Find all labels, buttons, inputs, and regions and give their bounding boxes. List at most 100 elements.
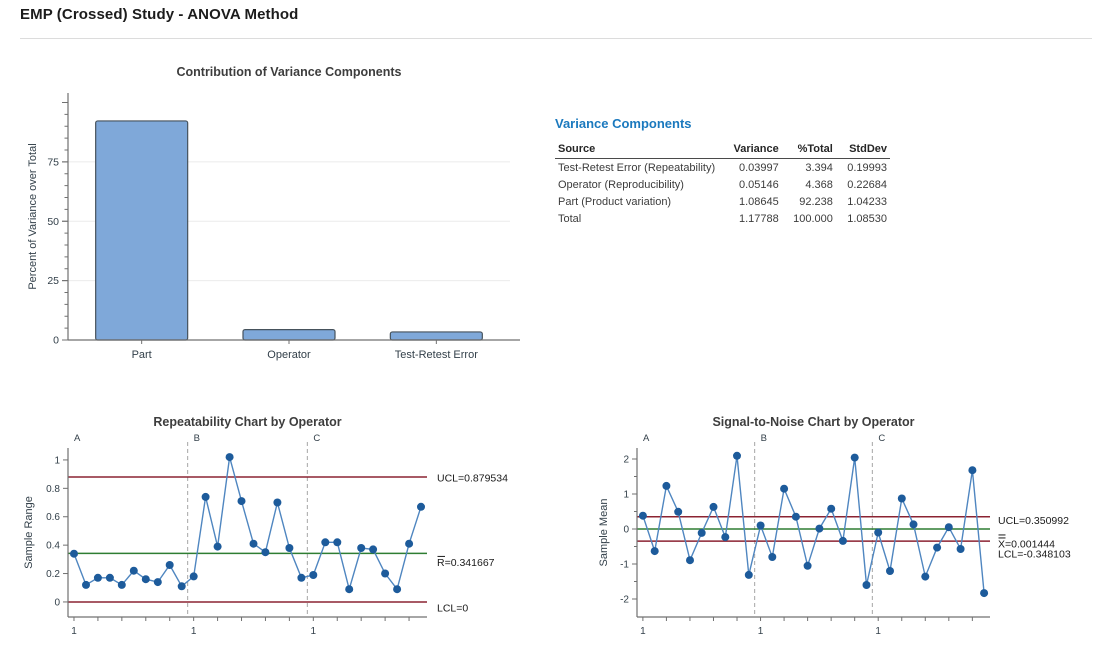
data-point <box>874 528 883 537</box>
category-label: Test-Retest Error <box>395 349 478 361</box>
data-point <box>249 539 258 548</box>
data-point <box>897 494 906 503</box>
data-point <box>862 581 871 589</box>
data-point <box>309 571 318 579</box>
y-axis-title: Percent of Variance over Total <box>27 143 39 289</box>
control-line-label: R=0.341667 <box>437 557 495 569</box>
table-row: Total 1.17788 100.000 1.08530 <box>555 210 890 227</box>
x-tick-label: 1 <box>71 626 77 637</box>
operator-label: A <box>643 433 650 444</box>
y-tick-label: 0.2 <box>46 569 60 580</box>
data-point <box>933 543 942 552</box>
data-point <box>393 585 402 594</box>
data-point <box>333 538 342 547</box>
data-point <box>105 573 114 582</box>
x-tick-label: 1 <box>640 626 646 637</box>
data-point <box>177 582 186 591</box>
y-tick-label: 0 <box>623 524 629 535</box>
y-axis-title: Sample Mean <box>598 499 610 567</box>
data-point <box>944 523 953 532</box>
data-point <box>744 570 753 579</box>
control-line-label: LCL=-0.348103 <box>998 549 1071 561</box>
data-point <box>417 502 425 511</box>
control-line-label: UCL=0.879534 <box>437 473 508 485</box>
y-tick-label: 1 <box>54 455 60 466</box>
data-point <box>803 561 812 570</box>
control-chart-svg: Repeatability Chart by Operator A B C UCL=0.… <box>23 415 508 637</box>
data-point <box>369 545 378 554</box>
value-cell: 0.03997 <box>738 161 779 174</box>
data-point <box>697 528 706 537</box>
bar-chart-svg: Contribution of Variance Components Part O… <box>27 65 520 361</box>
y-tick-label: 50 <box>47 216 59 228</box>
control-line-label: X=0.001444 <box>998 538 1055 550</box>
signal-to-noise-chart: Signal-to-Noise Chart by Operator A B C UCL=… <box>595 410 1100 652</box>
data-point <box>153 578 162 587</box>
y-tick-label: 2 <box>623 454 629 465</box>
data-point <box>838 536 847 545</box>
bar <box>95 120 189 341</box>
data-point <box>297 573 306 582</box>
data-point <box>780 484 789 493</box>
data-point <box>70 549 78 558</box>
x-tick-label: 1 <box>758 626 764 637</box>
x-tick-label: 1 <box>875 626 881 637</box>
variance-components-heading: Variance Components <box>555 116 692 131</box>
title-divider <box>20 38 1092 39</box>
data-point <box>756 521 765 530</box>
data-point <box>285 544 294 552</box>
value-cell: 0.19993 <box>847 161 887 174</box>
contribution-of-variance-chart: Contribution of Variance Components Part O… <box>20 55 540 375</box>
data-point <box>968 466 977 475</box>
operator-label: A <box>74 433 81 444</box>
operator-label: C <box>313 433 320 444</box>
table-row: Test-Retest Error (Repeatability) 0.03997… <box>555 159 890 177</box>
data-point <box>357 544 366 552</box>
data-point <box>345 585 354 594</box>
data-point <box>850 453 859 462</box>
variance-components-section: Variance Components Source Variance %Total… <box>555 116 890 227</box>
value-cell: 1.08645 <box>738 195 779 208</box>
data-point <box>129 566 138 575</box>
data-point <box>921 572 930 581</box>
y-tick-label: 0 <box>54 597 60 608</box>
y-tick-label: -2 <box>620 595 629 606</box>
value-cell: 92.238 <box>799 195 833 208</box>
data-point <box>650 547 659 556</box>
data-point <box>189 572 198 581</box>
data-point <box>662 481 671 490</box>
y-tick-label: 0 <box>53 335 59 347</box>
data-point <box>93 573 102 582</box>
data-point <box>709 502 718 511</box>
data-point <box>405 539 414 548</box>
chart-title: Repeatability Chart by Operator <box>153 415 341 429</box>
x-tick-label: 1 <box>191 626 197 637</box>
data-point <box>721 533 730 542</box>
source-cell: Total <box>558 212 582 225</box>
data-point <box>909 520 918 529</box>
data-point <box>980 589 989 598</box>
operator-label: B <box>761 433 767 444</box>
category-label: Part <box>132 349 152 361</box>
data-point <box>381 569 390 578</box>
data-point <box>165 561 174 569</box>
data-point <box>261 548 270 557</box>
operator-label: B <box>194 433 200 444</box>
value-cell: 0.05146 <box>738 178 779 191</box>
data-point <box>638 511 647 520</box>
operator-label: C <box>878 433 885 444</box>
variance-components-table: Source Variance %Total StdDev Test-Retest E… <box>555 141 890 227</box>
y-tick-label: 1 <box>623 489 629 500</box>
data-point <box>225 453 234 462</box>
data-point <box>674 507 683 516</box>
data-point <box>321 538 330 547</box>
chart-title: Contribution of Variance Components <box>176 65 401 79</box>
data-line <box>642 455 985 594</box>
value-cell: 0.22684 <box>847 178 887 191</box>
value-cell: 3.394 <box>805 161 833 174</box>
value-cell: 100.000 <box>793 212 833 225</box>
data-point <box>815 524 824 533</box>
data-point <box>201 492 210 501</box>
y-tick-label: 0.6 <box>46 512 60 523</box>
